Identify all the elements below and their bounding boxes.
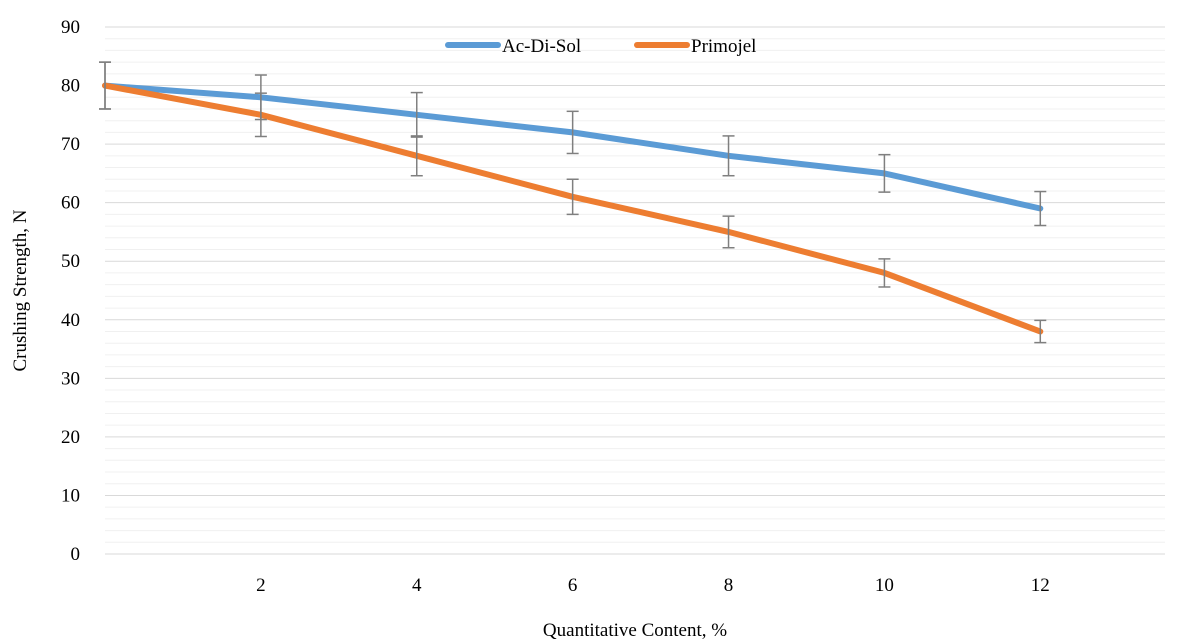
x-tick-label: 10 <box>875 575 894 596</box>
x-tick-label: 4 <box>412 575 422 596</box>
legend-label: Ac-Di-Sol <box>502 36 581 57</box>
x-tick-label: 8 <box>724 575 734 596</box>
error-bar <box>410 135 423 177</box>
y-tick-label: 30 <box>61 368 80 389</box>
y-axis-ticks: 0 10 20 30 40 50 60 70 80 90 <box>61 17 80 565</box>
error-bar <box>1034 190 1047 227</box>
y-axis-title: Crushing Strength, N <box>10 209 31 371</box>
y-tick-label: 60 <box>61 193 80 214</box>
grid-lines <box>105 26 1165 543</box>
error-bar <box>1034 319 1047 344</box>
y-tick-label: 90 <box>61 17 80 38</box>
error-bar <box>99 61 111 110</box>
error-bar <box>566 178 579 216</box>
y-tick-label: 10 <box>61 485 80 506</box>
error-bar <box>878 258 891 288</box>
y-tick-label: 40 <box>61 310 80 331</box>
y-tick-label: 20 <box>61 427 80 448</box>
error-bar <box>254 92 267 138</box>
error-bar <box>722 215 735 249</box>
y-tick-label: 0 <box>71 544 81 565</box>
error-bars <box>99 61 1047 344</box>
y-tick-label: 80 <box>61 76 80 97</box>
x-tick-label: 12 <box>1031 575 1050 596</box>
x-axis-ticks: 2 4 6 8 10 12 <box>256 575 1050 596</box>
y-tick-label: 70 <box>61 134 80 155</box>
legend: Ac-Di-Sol Primojel <box>445 36 756 57</box>
error-bar <box>878 153 891 193</box>
error-bar <box>566 110 579 155</box>
x-axis-title: Quantitative Content, % <box>543 620 727 639</box>
y-tick-label: 50 <box>61 251 80 272</box>
x-tick-label: 6 <box>568 575 578 596</box>
x-tick-label: 2 <box>256 575 266 596</box>
error-bar <box>722 135 735 177</box>
legend-label: Primojel <box>691 36 756 57</box>
